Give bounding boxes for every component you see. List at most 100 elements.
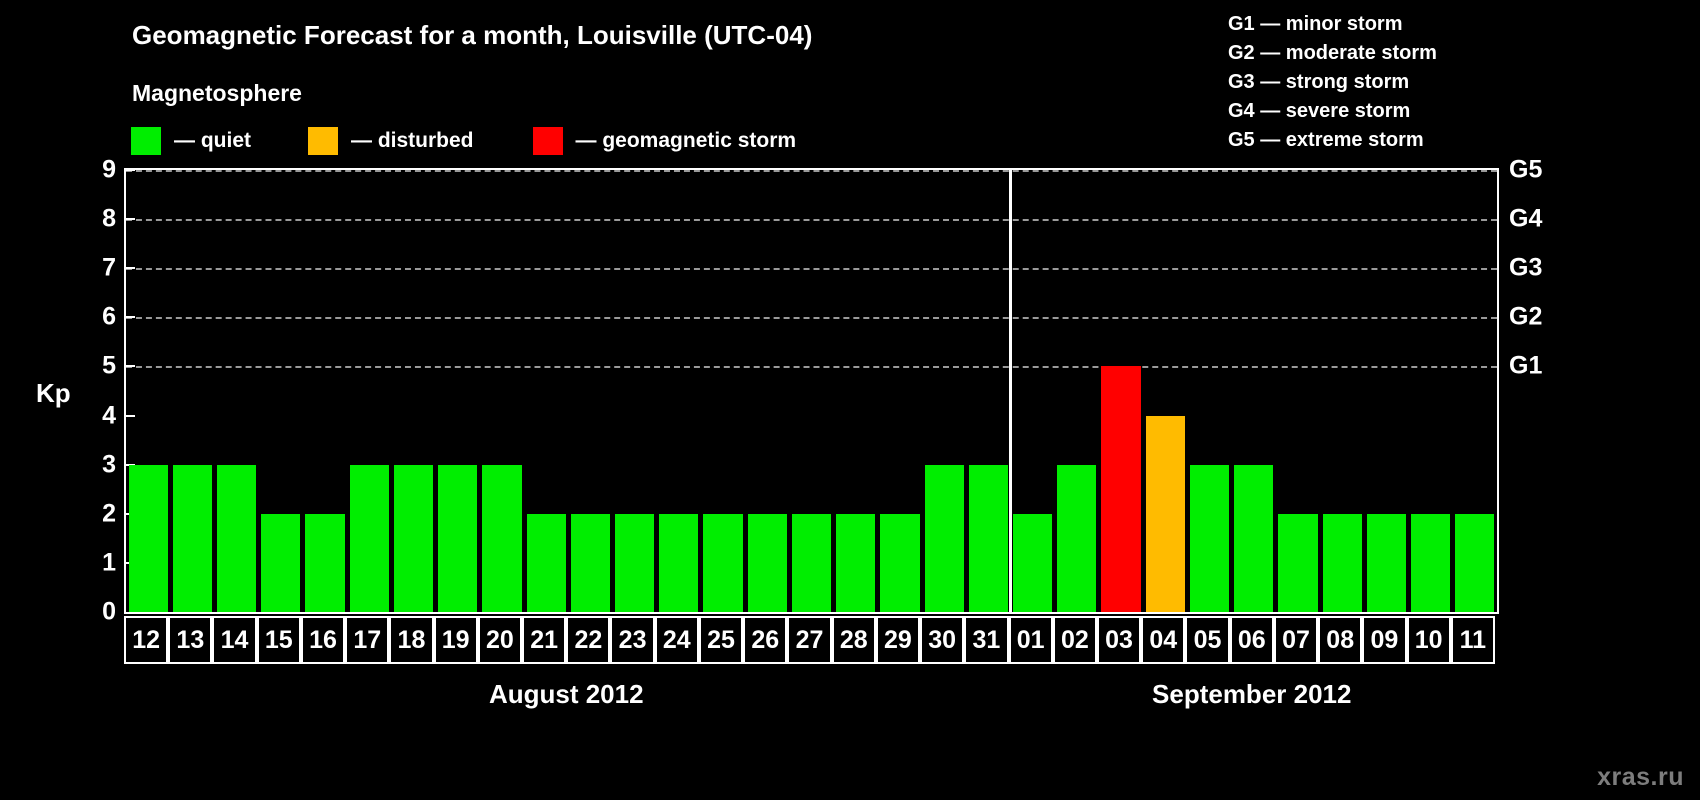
bar-12 (128, 464, 168, 612)
date-label-10: 10 (1406, 616, 1451, 664)
legend-swatch-storm (532, 127, 563, 155)
y-axis-label-1: 1 (102, 548, 116, 577)
date-label-23: 23 (610, 616, 655, 664)
date-label-05: 05 (1185, 616, 1230, 664)
date-label-12: 12 (124, 616, 169, 664)
y-axis-label-9: 9 (102, 155, 116, 184)
y-tick-right-9 (126, 169, 135, 171)
date-label-01: 01 (1008, 616, 1053, 664)
legend-label-storm: — geomagnetic storm (575, 129, 797, 152)
bar-31 (968, 464, 1008, 612)
date-label-08: 08 (1318, 616, 1363, 664)
date-label-22: 22 (566, 616, 611, 664)
date-label-03: 03 (1096, 616, 1142, 664)
y-axis-label-2: 2 (102, 499, 116, 528)
legend-item-disturbed: — disturbed (308, 127, 474, 155)
g-scale-row-g4: G4 — severe storm (1228, 100, 1411, 122)
y-axis-title: Kp (36, 378, 71, 408)
gridline-kp-9 (126, 170, 1497, 172)
bar-22 (570, 513, 610, 612)
g-scale-row-g5: G5 — extreme storm (1228, 129, 1424, 151)
date-label-24: 24 (654, 616, 699, 664)
bar-19 (438, 464, 478, 612)
bar-03 (1101, 366, 1141, 612)
date-label-02: 02 (1052, 616, 1097, 664)
gridline-kp-7 (126, 268, 1497, 271)
bar-11 (1455, 513, 1495, 612)
legend-item-storm: — geomagnetic storm (532, 127, 797, 155)
g-scale-legend: G1 — minor storm G2 — moderate storm G3 … (1228, 10, 1437, 155)
date-label-28: 28 (831, 616, 876, 664)
bar-25 (703, 513, 743, 612)
y-tick-right-8 (126, 218, 135, 221)
bar-21 (526, 513, 566, 612)
right-axis-g-labels: G1 G2 G3 G4 G5 (1509, 156, 1579, 614)
legend-swatch-quiet (131, 127, 161, 155)
bar-16 (305, 513, 345, 612)
bar-04 (1145, 415, 1185, 612)
date-axis: 12 13 14 15 16 17 18 19 20 21 22 23 24 25 26 27 28 29 30 31… (124, 616, 1499, 664)
date-label-14: 14 (212, 616, 257, 664)
bar-08 (1322, 513, 1362, 612)
date-label-20: 20 (477, 616, 523, 664)
plot-area (124, 168, 1499, 614)
bar-30 (924, 464, 964, 612)
y-axis-label-5: 5 (102, 351, 116, 380)
g-scale-row-g2: G2 — moderate storm (1228, 42, 1437, 64)
g-scale-row-g3: G3 — strong storm (1228, 71, 1410, 93)
gridlines (126, 170, 1497, 612)
y-tick-right-6 (126, 316, 135, 319)
date-label-06: 06 (1229, 616, 1274, 664)
bar-18 (393, 464, 434, 612)
legend-item-quiet: — quiet (131, 127, 251, 155)
bar-17 (349, 464, 389, 612)
y-axis-label-8: 8 (102, 204, 116, 233)
bar-26 (747, 513, 787, 612)
page-title: Geomagnetic Forecast for a month, Louisv… (132, 20, 813, 50)
bar-28 (836, 513, 876, 612)
y-tick-right-7 (126, 267, 135, 270)
y-axis-label-3: 3 (102, 450, 116, 479)
bar-10 (1411, 513, 1451, 612)
bar-14 (216, 464, 257, 612)
date-label-27: 27 (787, 616, 832, 664)
bar-06 (1234, 464, 1274, 612)
magnetosphere-heading: Magnetosphere (132, 80, 302, 106)
bar-09 (1366, 513, 1407, 612)
bar-01 (1013, 513, 1053, 612)
gridline-kp-5 (126, 366, 1497, 369)
bar-20 (482, 464, 522, 612)
g-axis-label-g3: G3 (1509, 253, 1543, 282)
y-tick-right-4 (126, 414, 135, 417)
date-label-30: 30 (920, 616, 965, 664)
bar-05 (1189, 464, 1230, 612)
date-label-04: 04 (1141, 616, 1186, 664)
y-tick-right-5 (126, 365, 135, 368)
date-label-11: 11 (1450, 616, 1495, 664)
gridline-kp-8 (126, 219, 1497, 222)
bar-02 (1057, 464, 1097, 612)
bar-23 (614, 513, 655, 612)
date-label-31: 31 (964, 616, 1009, 664)
y-axis-label-6: 6 (102, 302, 116, 331)
date-label-25: 25 (698, 616, 744, 664)
bar-15 (261, 513, 301, 612)
date-label-19: 19 (433, 616, 478, 664)
date-label-13: 13 (168, 616, 213, 664)
date-label-21: 21 (522, 616, 567, 664)
g-scale-row-g1: G1 — minor storm (1228, 13, 1403, 35)
y-tick-right-3 (126, 463, 135, 466)
g-axis-label-g4: G4 (1509, 204, 1543, 233)
date-label-18: 18 (389, 616, 434, 664)
date-label-17: 17 (345, 616, 390, 664)
bar-series (126, 170, 1497, 612)
month-separator (1009, 168, 1013, 614)
month-label-august: August 2012 (488, 679, 644, 709)
bar-29 (880, 513, 920, 612)
gridline-kp-6 (126, 317, 1497, 320)
month-label-september: September 2012 (1152, 679, 1352, 709)
g-axis-label-g2: G2 (1509, 302, 1543, 331)
y-axis-tick-labels: 0 1 2 3 4 5 6 7 8 9 (58, 156, 116, 626)
bar-13 (172, 464, 212, 612)
legend-label-quiet: — quiet (174, 129, 251, 152)
